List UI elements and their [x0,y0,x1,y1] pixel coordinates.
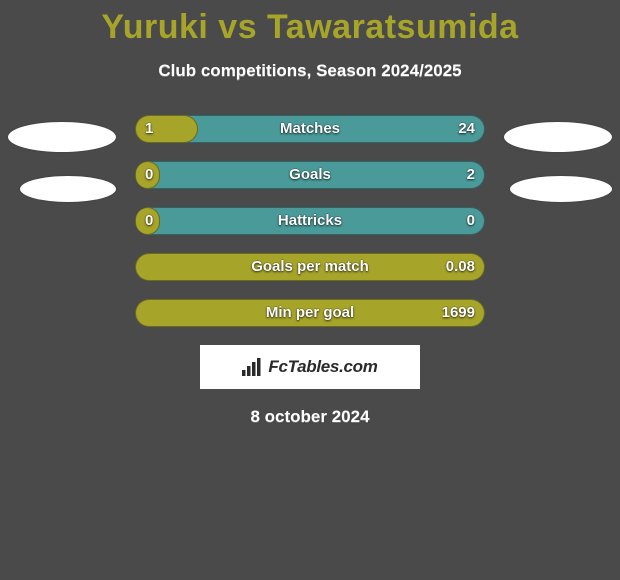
comparison-row: 0Hattricks0 [135,207,485,235]
comparison-row: Goals per match0.08 [135,253,485,281]
page-title: Yuruki vs Tawaratsumida [0,0,620,47]
team-logo-placeholder [510,176,612,202]
brand-watermark: FcTables.com [200,345,420,389]
subtitle: Club competitions, Season 2024/2025 [0,61,620,81]
comparison-row: 0Goals2 [135,161,485,189]
comparison-row: 1Matches24 [135,115,485,143]
row-track [135,207,485,235]
comparison-row: Min per goal1699 [135,299,485,327]
right-team-logos [492,122,612,226]
row-fill [135,161,160,189]
comparison-rows: 1Matches24 0Goals2 0Hattricks0 Goals per ma… [135,115,485,327]
row-track [135,161,485,189]
team-logo-placeholder [504,122,612,152]
row-fill [135,299,485,327]
date-text: 8 october 2024 [0,407,620,427]
team-logo-placeholder [8,122,116,152]
row-fill [135,207,160,235]
left-team-logos [8,122,128,226]
row-fill [135,253,485,281]
row-fill [135,115,198,143]
team-logo-placeholder [20,176,116,202]
chart-bars-icon [242,358,264,376]
page-root: Yuruki vs Tawaratsumida Club competition… [0,0,620,580]
brand-text: FcTables.com [268,357,377,377]
